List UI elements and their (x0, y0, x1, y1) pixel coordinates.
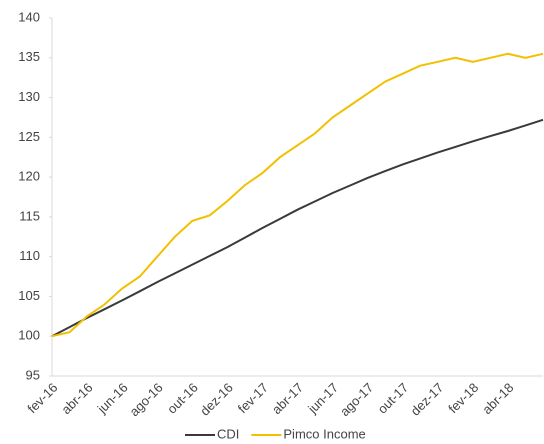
x-tick-label: fev-17 (235, 380, 271, 416)
x-tick-label: jun-16 (94, 380, 131, 417)
y-tick-label: 105 (18, 288, 40, 303)
x-tick-label: dez-16 (197, 380, 236, 419)
x-tick-label: ago-16 (127, 380, 166, 419)
y-tick-label: 95 (26, 367, 40, 382)
series-line (51, 118, 544, 338)
x-tick-label: fev-18 (445, 380, 481, 416)
legend-label: Pimco Income (283, 426, 365, 441)
x-tick-label: abr-18 (479, 380, 516, 417)
x-tick-label: dez-17 (408, 380, 447, 419)
y-tick-label: 110 (19, 248, 40, 263)
x-tick-label: jun-17 (304, 380, 341, 417)
x-tick-label: out-17 (375, 380, 412, 417)
x-tick-label: out-16 (164, 380, 201, 417)
y-tick-label: 135 (18, 49, 40, 64)
y-tick-label: 125 (18, 129, 40, 144)
legend-label: CDI (217, 426, 239, 441)
series-line (51, 52, 544, 338)
y-tick-label: 100 (18, 328, 40, 343)
x-tick-label: ago-17 (337, 380, 376, 419)
y-tick-label: 115 (19, 208, 40, 223)
x-tick-label: abr-17 (269, 380, 306, 417)
y-tick-label: 120 (18, 169, 40, 184)
x-tick-label: abr-16 (58, 380, 95, 417)
x-tick-label: fev-16 (24, 380, 60, 416)
y-tick-label: 140 (18, 9, 40, 24)
y-tick-label: 130 (18, 89, 40, 104)
